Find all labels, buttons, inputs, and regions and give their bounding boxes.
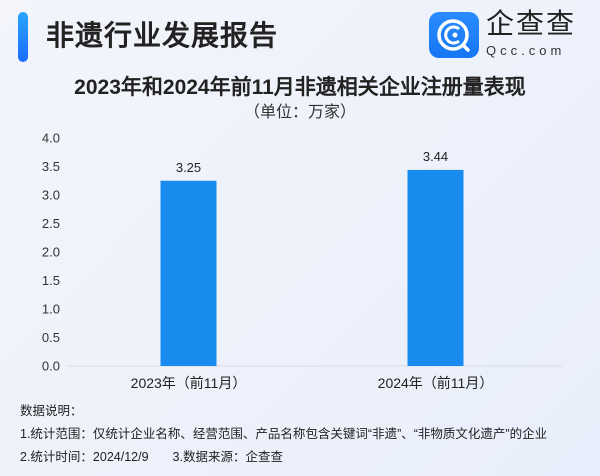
y-tick-label: 0.0 xyxy=(42,359,60,374)
chart-title: 2023年和2024年前11月非遗相关企业注册量表现 xyxy=(74,76,526,99)
qcc-logo-icon xyxy=(429,12,479,58)
y-tick-label: 4.0 xyxy=(42,131,60,146)
bar-1 xyxy=(160,180,217,366)
y-tick-label: 3.5 xyxy=(42,159,60,174)
notes-heading: 数据说明： xyxy=(20,404,83,418)
notes-source: 3.数据来源：企查查 xyxy=(172,450,283,464)
chart-subtitle: （单位：万家） xyxy=(243,104,356,121)
title-accent-bar xyxy=(18,12,28,62)
notes-time: 2.统计时间：2024/12/9 xyxy=(20,450,149,464)
x-tick-label: 2023年（前11月） xyxy=(131,375,247,391)
logo-domain: Qcc.com xyxy=(486,43,566,58)
y-tick-label: 2.5 xyxy=(42,216,60,231)
logo-text: 企查查 xyxy=(486,8,577,39)
y-tick-label: 1.5 xyxy=(42,273,60,288)
y-tick-label: 0.5 xyxy=(42,330,60,345)
y-tick-label: 3.0 xyxy=(42,188,60,203)
data-notes: 数据说明： 1.统计范围：仅统计企业名称、经营范围、产品名称包含关键词“非遗”、… xyxy=(20,400,547,469)
y-tick-label: 2.0 xyxy=(42,245,60,260)
data-label: 3.25 xyxy=(176,160,201,175)
bar-2 xyxy=(407,169,464,366)
y-tick-label: 1.0 xyxy=(42,302,60,317)
x-tick-label: 2024年（前11月） xyxy=(378,375,494,391)
report-title: 非遗行业发展报告 xyxy=(46,20,279,51)
notes-scope: 1.统计范围：仅统计企业名称、经营范围、产品名称包含关键词“非遗”、“非物质文化… xyxy=(20,427,548,441)
notes-line2: 2.统计时间：2024/12/9 3.数据来源：企查查 xyxy=(20,446,547,469)
data-label: 3.44 xyxy=(423,149,448,164)
